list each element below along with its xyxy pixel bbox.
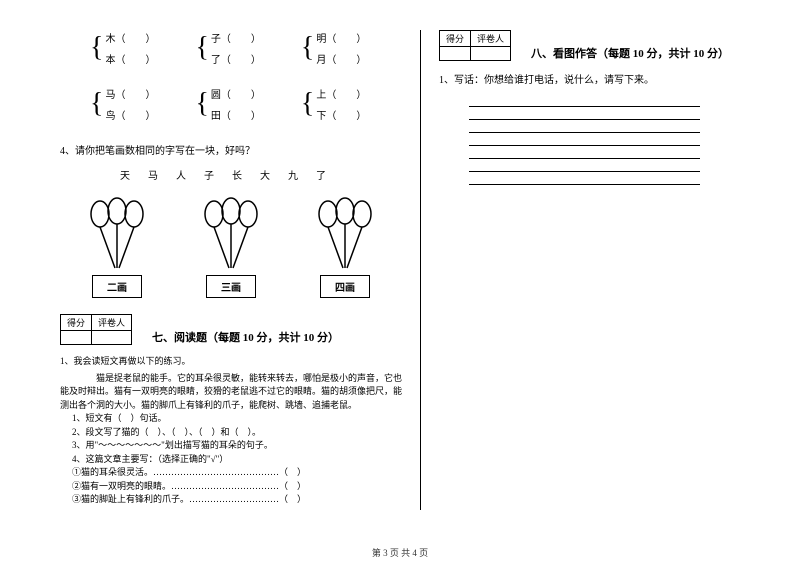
grader-cell[interactable] xyxy=(471,47,511,61)
write-line[interactable] xyxy=(469,172,700,185)
bracket-item: 了（ ） xyxy=(211,51,261,66)
bracket-group: { 子（ ） 了（ ） xyxy=(195,30,260,66)
section7-header: 得分 评卷人 七、阅读题（每题 10 分，共计 10 分） xyxy=(60,314,402,345)
section8-title: 八、看图作答（每题 10 分，共计 10 分） xyxy=(531,45,729,61)
char: 人 xyxy=(176,167,186,182)
char: 天 xyxy=(120,167,130,182)
grader-cell[interactable] xyxy=(92,331,132,345)
balloon-label: 四画 xyxy=(320,275,370,298)
bracket-group: { 明（ ） 月（ ） xyxy=(301,30,366,66)
bracket-item: 马（ ） xyxy=(105,86,155,101)
reading-opt2: ②猫有一双明亮的眼睛。………………………………（ ） xyxy=(72,480,402,494)
score-cell[interactable] xyxy=(61,331,92,345)
bracket-group: { 马（ ） 鸟（ ） xyxy=(90,86,155,122)
brace-icon: { xyxy=(301,90,314,118)
balloon-group: 二画 xyxy=(82,196,152,298)
q4-char-row: 天 马 人 子 长 大 九 了 xyxy=(120,167,402,182)
q4-prompt: 4、请你把笔画数相同的字写在一块，好吗？ xyxy=(60,142,402,157)
balloon-group: 四画 xyxy=(310,196,380,298)
balloon-icon xyxy=(196,196,266,271)
page-container: { 木（ ） 本（ ） { 子（ ） 了（ ） { 明（ ） 月（ ） xyxy=(0,0,800,530)
reading-q2: 2、段文写了猫的（ ）、（ ）、（ ）和（ ）。 xyxy=(72,426,402,440)
score-table: 得分 评卷人 xyxy=(439,30,511,61)
reading-q4: 4、这篇文章主要写：（选择正确的"√"） xyxy=(72,453,402,467)
brace-icon: { xyxy=(195,34,208,62)
bracket-group: { 圆（ ） 田（ ） xyxy=(195,86,260,122)
bracket-item: 明（ ） xyxy=(316,30,366,45)
write-line[interactable] xyxy=(469,107,700,120)
right-column: 得分 评卷人 八、看图作答（每题 10 分，共计 10 分） 1、写话：你想给谁… xyxy=(420,30,730,510)
left-column: { 木（ ） 本（ ） { 子（ ） 了（ ） { 明（ ） 月（ ） xyxy=(60,30,420,510)
brace-icon: { xyxy=(301,34,314,62)
balloon-icon xyxy=(82,196,152,271)
bracket-item: 圆（ ） xyxy=(211,86,261,101)
bracket-item: 上（ ） xyxy=(316,86,366,101)
char: 大 xyxy=(260,167,270,182)
bracket-row-1: { 木（ ） 本（ ） { 子（ ） 了（ ） { 明（ ） 月（ ） xyxy=(90,30,402,66)
char: 了 xyxy=(316,167,326,182)
section7-title: 七、阅读题（每题 10 分，共计 10 分） xyxy=(152,329,339,345)
reading-q3: 3、用"～～～～～～～"划出描写猫的耳朵的句子。 xyxy=(72,439,402,453)
score-label: 得分 xyxy=(61,315,92,331)
bracket-item: 下（ ） xyxy=(316,107,366,122)
score-table: 得分 评卷人 xyxy=(60,314,132,345)
char: 子 xyxy=(204,167,214,182)
bracket-item: 子（ ） xyxy=(211,30,261,45)
reading-q1: 1、短文有（ ）句话。 xyxy=(72,412,402,426)
write-line[interactable] xyxy=(469,146,700,159)
balloon-label: 二画 xyxy=(92,275,142,298)
balloon-group: 三画 xyxy=(196,196,266,298)
brace-icon: { xyxy=(195,90,208,118)
write-line[interactable] xyxy=(469,133,700,146)
bracket-group: { 上（ ） 下（ ） xyxy=(301,86,366,122)
reading-intro: 1、我会读短文再做以下的练习。 xyxy=(60,355,402,369)
score-label: 得分 xyxy=(440,31,471,47)
write-line[interactable] xyxy=(469,120,700,133)
balloon-icon xyxy=(310,196,380,271)
bracket-item: 木（ ） xyxy=(105,30,155,45)
brace-icon: { xyxy=(90,34,103,62)
score-cell[interactable] xyxy=(440,47,471,61)
char: 马 xyxy=(148,167,158,182)
reading-body: 1、我会读短文再做以下的练习。 猫是捉老鼠的能手。它的耳朵很灵敏，能转来转去，哪… xyxy=(60,355,402,507)
char: 长 xyxy=(232,167,242,182)
bracket-item: 鸟（ ） xyxy=(105,107,155,122)
bracket-item: 月（ ） xyxy=(316,51,366,66)
bracket-item: 本（ ） xyxy=(105,51,155,66)
char: 九 xyxy=(288,167,298,182)
balloons-row: 二画 三画 四画 xyxy=(60,196,402,298)
bracket-row-2: { 马（ ） 鸟（ ） { 圆（ ） 田（ ） { 上（ ） 下（ ） xyxy=(90,86,402,122)
write-line[interactable] xyxy=(469,159,700,172)
brace-icon: { xyxy=(90,90,103,118)
bracket-group: { 木（ ） 本（ ） xyxy=(90,30,155,66)
grader-label: 评卷人 xyxy=(92,315,132,331)
grader-label: 评卷人 xyxy=(471,31,511,47)
section8-header: 得分 评卷人 八、看图作答（每题 10 分，共计 10 分） xyxy=(439,30,730,61)
reading-opt1: ①猫的耳朵很灵活。……………………………………（ ） xyxy=(72,466,402,480)
reading-opt3: ③猫的脚趾上有锋利的爪子。…………………………（ ） xyxy=(72,493,402,507)
reading-passage: 猫是捉老鼠的能手。它的耳朵很灵敏，能转来转去，哪怕是极小的声音，它也能及时辩出。… xyxy=(60,372,402,413)
section8-prompt: 1、写话：你想给谁打电话，说什么，请写下来。 xyxy=(439,71,730,86)
page-footer: 第 3 页 共 4 页 xyxy=(0,546,800,559)
write-lines xyxy=(469,94,700,185)
balloon-label: 三画 xyxy=(206,275,256,298)
bracket-item: 田（ ） xyxy=(211,107,261,122)
write-line[interactable] xyxy=(469,94,700,107)
